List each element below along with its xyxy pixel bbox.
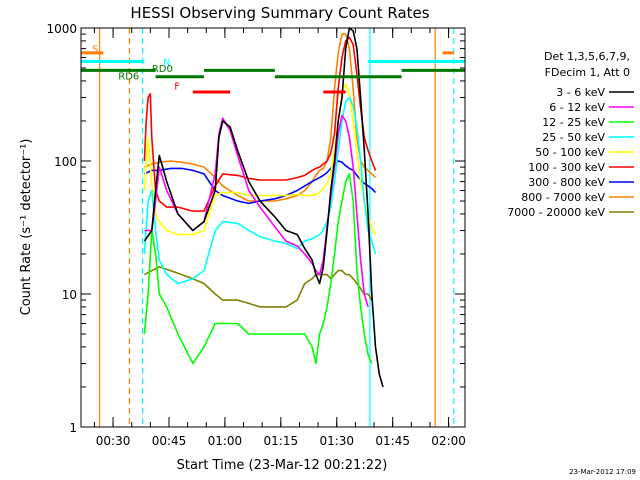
legend-label-0: 3 - 6 keV xyxy=(556,86,605,99)
legend-header-line-1: Det 1,3,5,6,7,9, xyxy=(544,50,630,63)
axes-ticks: 1 10 100 1000 00:30 00:45 01:00 01:15 01:30 01:45… xyxy=(46,22,465,448)
legend-label-3: 25 - 50 keV xyxy=(542,131,605,144)
x-tick-label-5: 01:45 xyxy=(375,434,410,448)
x-tick-label-0: 00:30 xyxy=(96,434,131,448)
y-tick-label-3: 1000 xyxy=(46,22,77,36)
legend-label-7: 800 - 7000 keV xyxy=(521,191,605,204)
legend-label-4: 50 - 100 keV xyxy=(535,146,605,159)
series-line-4 xyxy=(143,83,377,236)
legend: Det 1,3,5,6,7,9, FDecim 1, Att 0 3 - 6 k… xyxy=(507,50,634,219)
x-tick-label-2: 01:00 xyxy=(208,434,243,448)
x-axis-label: Start Time (23-Mar-12 00:21:22) xyxy=(177,458,388,473)
y-tick-label-0: 1 xyxy=(69,421,77,435)
plot-frame xyxy=(80,27,466,428)
legend-header-line-2: FDecim 1, Att 0 xyxy=(545,66,630,79)
flag-label-f: F xyxy=(174,81,180,92)
legend-label-6: 300 - 800 keV xyxy=(528,176,605,189)
legend-label-5: 100 - 300 keV xyxy=(528,161,605,174)
flag-label-rd6: RD6 xyxy=(118,71,139,82)
chart-title: HESSI Observing Summary Count Rates xyxy=(130,4,429,22)
series-line-0 xyxy=(143,27,384,388)
flag-label-rd0: RD0 xyxy=(152,64,173,75)
generated-timestamp: 23-Mar-2012 17:09 xyxy=(569,468,636,476)
series-line-3 xyxy=(143,96,377,285)
x-tick-label-6: 02:00 xyxy=(431,434,466,448)
flag-label-s: S xyxy=(92,45,98,56)
legend-label-1: 6 - 12 keV xyxy=(549,101,605,114)
legend-label-8: 7000 - 20000 keV xyxy=(507,206,605,219)
y-tick-label-2: 100 xyxy=(54,155,77,169)
x-tick-label-4: 01:30 xyxy=(319,434,354,448)
y-tick-label-1: 10 xyxy=(62,288,77,302)
series-line-8 xyxy=(144,266,373,308)
legend-label-2: 12 - 25 keV xyxy=(542,116,605,129)
x-tick-label-3: 01:15 xyxy=(264,434,299,448)
series-line-6 xyxy=(144,160,377,205)
y-axis-label: Count Rate (s⁻¹ detector⁻¹) xyxy=(19,139,34,316)
series-line-2 xyxy=(143,173,373,365)
series-group xyxy=(143,27,384,388)
x-tick-label-1: 00:45 xyxy=(152,434,187,448)
series-line-5 xyxy=(143,36,377,212)
flag-label-n: N xyxy=(163,57,170,68)
